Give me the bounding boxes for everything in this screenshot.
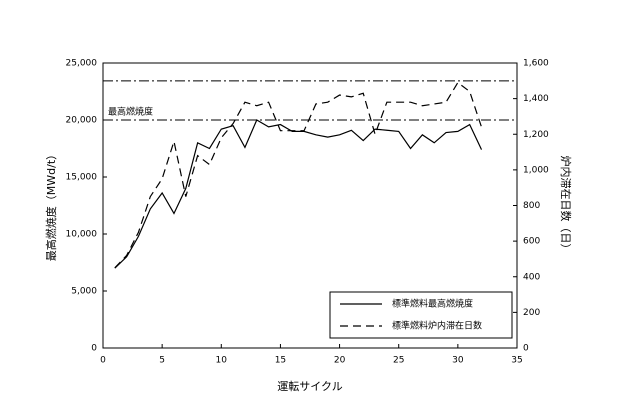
- y2-tick-label: 1,400: [523, 94, 549, 104]
- y-axis-label: 最高燃焼度（MWd/t）: [44, 149, 58, 261]
- y2-tick-label: 800: [523, 201, 540, 211]
- x-axis-label: 運転サイクル: [277, 380, 342, 393]
- y2-axis-label: 炉内滞在日数（日）: [559, 156, 573, 255]
- legend-label: 標準燃料炉内滞在日数: [392, 320, 482, 332]
- x-tick-label: 10: [216, 356, 228, 366]
- reference-label: 最高燃焼度: [108, 106, 153, 118]
- y-tick-label: 15,000: [66, 173, 98, 183]
- y-tick-label: 5,000: [71, 287, 97, 297]
- x-tick-label: 5: [159, 356, 165, 366]
- x-tick-label: 15: [275, 356, 286, 366]
- y-tick-label: 0: [91, 344, 97, 354]
- x-tick-label: 30: [452, 356, 464, 366]
- y2-tick-label: 200: [523, 308, 540, 318]
- x-tick-label: 35: [511, 356, 522, 366]
- x-tick-label: 0: [100, 356, 106, 366]
- y2-tick-label: 400: [523, 272, 540, 282]
- y-tick-label: 10,000: [66, 230, 98, 240]
- x-tick-label: 20: [334, 356, 346, 366]
- y2-tick-label: 0: [523, 344, 529, 354]
- y2-tick-label: 1,200: [523, 130, 549, 140]
- y2-tick-label: 1,000: [523, 165, 549, 175]
- y2-tick-label: 1,600: [523, 59, 549, 69]
- y2-tick-label: 600: [523, 237, 540, 247]
- y-tick-label: 20,000: [66, 116, 98, 126]
- legend-label: 標準燃料最高燃焼度: [392, 298, 473, 310]
- series-line: [114, 119, 483, 269]
- x-tick-label: 25: [393, 356, 404, 366]
- legend-box: [329, 291, 513, 339]
- series-line: [114, 81, 483, 269]
- y-tick-label: 25,000: [66, 59, 98, 69]
